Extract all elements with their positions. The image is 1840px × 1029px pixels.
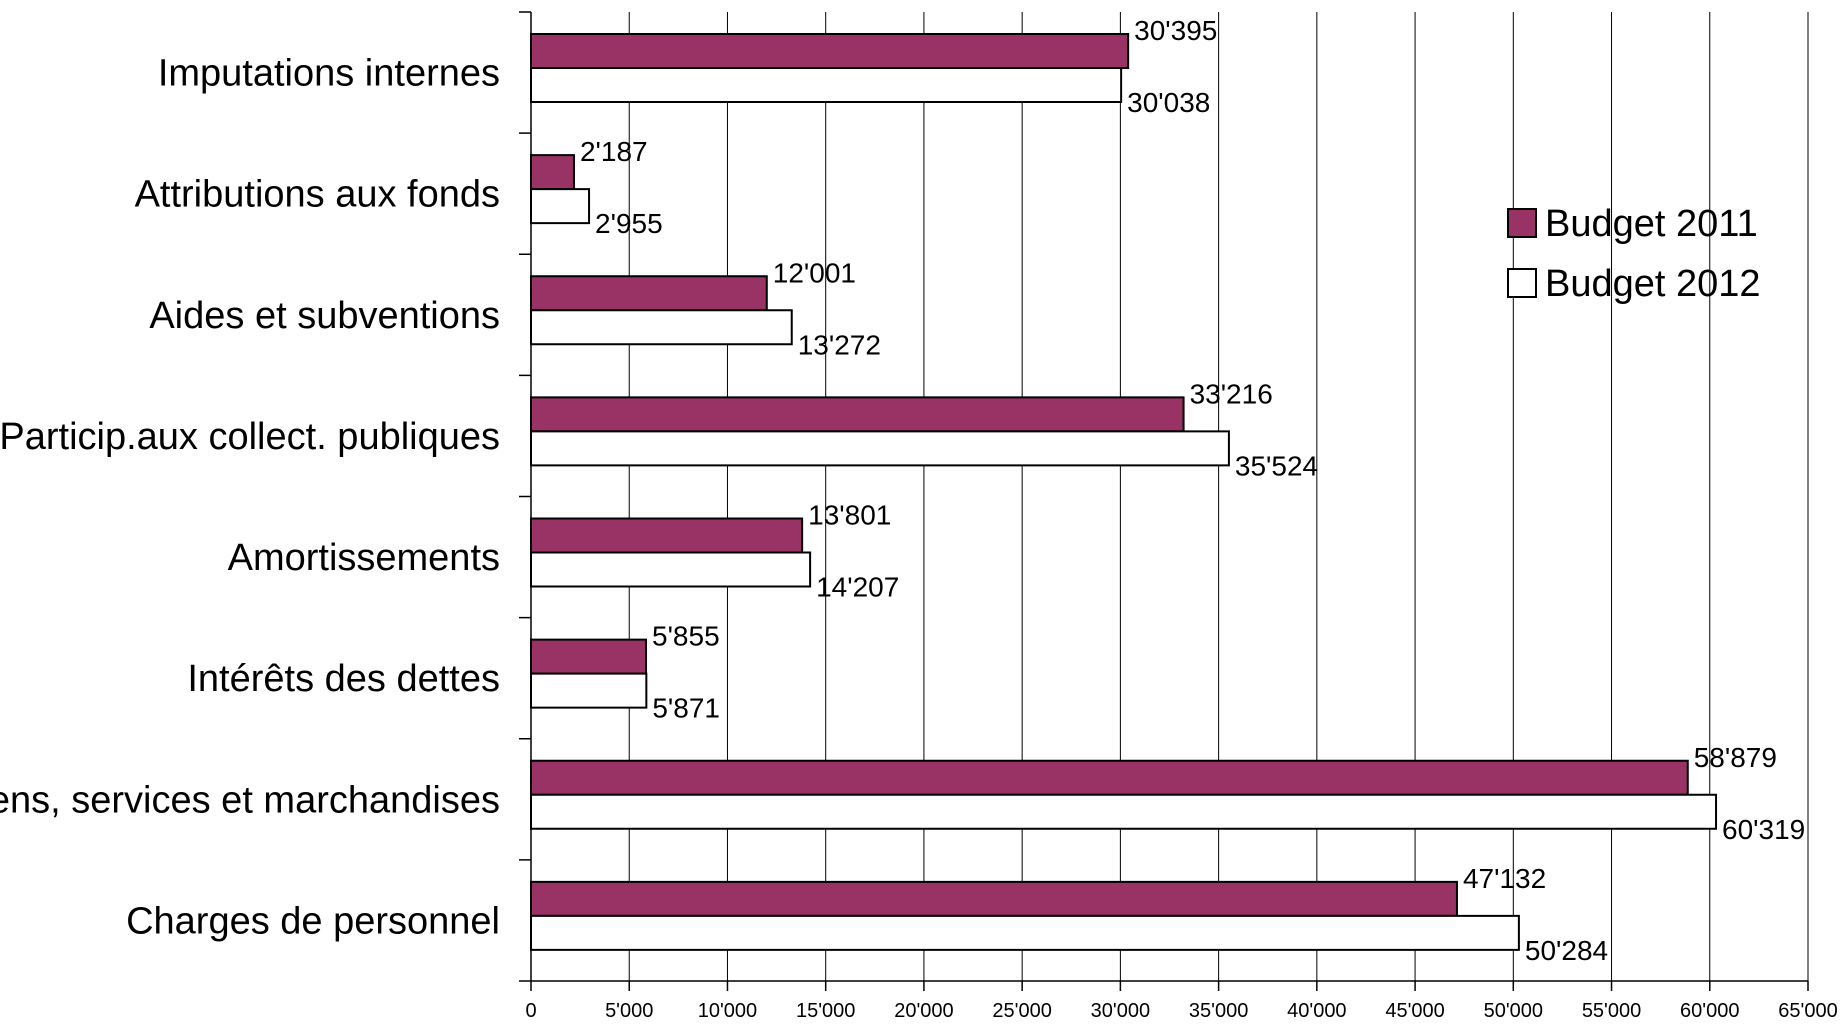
x-axis-ticks: 0 5'000 10'000 15'000 20'000 25'000 30'000 35'0… (525, 981, 1838, 1022)
data-label: 50'284 (1525, 935, 1608, 966)
gridlines (628, 12, 1809, 981)
legend-swatch-budget-2011 (1507, 208, 1537, 238)
bar-budget-2012 (530, 430, 1230, 467)
bar-budget-2012 (530, 188, 591, 225)
bar-budget-2012 (530, 309, 793, 346)
x-tick-label: 60'000 (1680, 1000, 1739, 1022)
category-label: Intérêts des dettes (187, 658, 500, 700)
bar-budget-2012 (530, 67, 1123, 103)
data-label: 30'395 (1134, 15, 1217, 46)
data-label: 5'871 (652, 693, 720, 724)
category-label: Charges de personnel (126, 900, 500, 942)
data-label: 13'801 (808, 500, 891, 531)
legend-label: Budget 2011 (1545, 203, 1758, 245)
category-label: Aides et subventions (149, 295, 500, 337)
bar-budget-2011 (530, 638, 648, 675)
bar-budget-2011 (530, 396, 1185, 433)
axes (519, 11, 1808, 982)
x-tick-label: 55'000 (1582, 1000, 1641, 1022)
data-label: 2'187 (580, 136, 648, 167)
data-label: 12'001 (773, 257, 856, 288)
bar-budget-2011 (530, 880, 1458, 917)
bars (530, 33, 1718, 951)
category-label: Amortissements (228, 537, 500, 579)
bar-budget-2012 (530, 914, 1520, 951)
legend-label: Budget 2012 (1545, 263, 1761, 305)
x-tick-label: 25'000 (992, 1000, 1051, 1022)
x-tick-label: 10'000 (698, 1000, 757, 1022)
x-tick-label: 50'000 (1484, 1000, 1543, 1022)
legend-swatch-budget-2012 (1507, 268, 1537, 298)
data-label: 5'855 (652, 621, 720, 652)
bar-budget-2011 (530, 275, 768, 312)
data-labels: 47'132 50'284 58'879 60'319 5'855 5'871 13'801… (580, 15, 1805, 966)
x-tick-label: 20'000 (894, 1000, 953, 1022)
data-label: 2'955 (595, 208, 663, 239)
x-tick-label: 65'000 (1778, 1000, 1837, 1022)
legend: Budget 2011 Budget 2012 (1507, 203, 1761, 305)
bar-budget-2011 (530, 517, 804, 554)
x-tick-label: 30'000 (1091, 1000, 1150, 1022)
category-label: Imputations internes (158, 53, 500, 95)
category-label: Attributions aux fonds (135, 174, 500, 216)
data-label: 14'207 (816, 572, 899, 603)
x-tick-label: 5'000 (605, 1000, 653, 1022)
category-label: Particip.aux collect. publiques (0, 416, 500, 458)
data-label: 60'319 (1722, 814, 1805, 845)
x-tick-label: 45'000 (1385, 1000, 1444, 1022)
data-label: 13'272 (798, 329, 881, 360)
data-label: 33'216 (1190, 378, 1273, 409)
bar-budget-2011 (530, 154, 575, 191)
category-label: Biens, services et marchandises (0, 779, 500, 821)
category-labels: Charges de personnel Biens, services et m… (0, 53, 500, 943)
data-label: 35'524 (1235, 450, 1318, 481)
x-tick-label: 35'000 (1189, 1000, 1248, 1022)
bar-budget-2011 (530, 759, 1689, 796)
data-label: 30'038 (1127, 87, 1210, 118)
data-label: 47'132 (1463, 863, 1546, 894)
data-label: 58'879 (1694, 742, 1777, 773)
bar-budget-2012 (530, 672, 648, 709)
bar-budget-2011 (530, 33, 1130, 69)
x-tick-label: 15'000 (796, 1000, 855, 1022)
bar-budget-2012 (530, 551, 812, 588)
x-tick-label: 40'000 (1287, 1000, 1346, 1022)
bar-budget-2012 (530, 793, 1718, 830)
x-tick-label: 0 (525, 1000, 536, 1022)
